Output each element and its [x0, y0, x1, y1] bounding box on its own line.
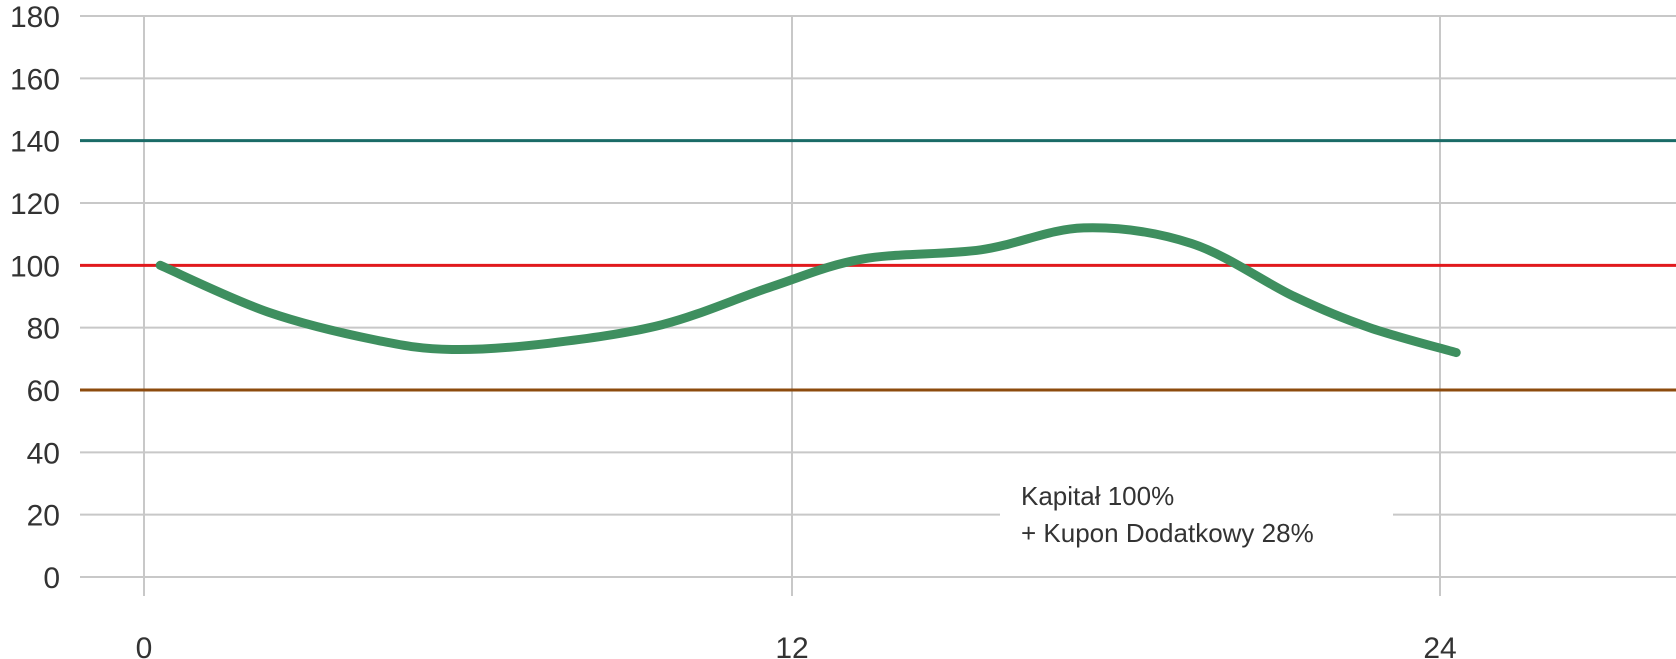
- y-tick-label: 60: [27, 375, 60, 408]
- annotation-line-2: + Kupon Dodatkowy 28%: [1021, 518, 1314, 548]
- annotation-background: [1000, 472, 1393, 562]
- series-line: [155, 223, 1461, 358]
- x-tick-label: 0: [136, 632, 153, 659]
- annotation-line-1: Kapitał 100%: [1021, 481, 1174, 511]
- y-tick-label: 140: [10, 126, 60, 159]
- y-tick-label: 80: [27, 313, 60, 346]
- y-tick-label: 120: [10, 188, 60, 221]
- x-tick-label: 24: [1423, 632, 1456, 659]
- y-tick-label: 40: [27, 437, 60, 470]
- y-tick-label: 20: [27, 500, 60, 533]
- reference-lines: [80, 139, 1676, 392]
- y-tick-label: 160: [10, 63, 60, 96]
- y-tick-label: 0: [43, 562, 60, 595]
- y-tick-label: 180: [10, 1, 60, 34]
- series-layer: [155, 223, 1461, 358]
- x-axis-ticks: 0 12 24: [136, 632, 1457, 659]
- grid: [80, 15, 1676, 596]
- y-tick-label: 100: [10, 250, 60, 283]
- annotation: Kapitał 100% + Kupon Dodatkowy 28%: [1000, 472, 1393, 562]
- x-tick-label: 12: [775, 632, 808, 659]
- y-axis-ticks: 0 20 40 60 80 100 120 140 160 180: [10, 1, 60, 595]
